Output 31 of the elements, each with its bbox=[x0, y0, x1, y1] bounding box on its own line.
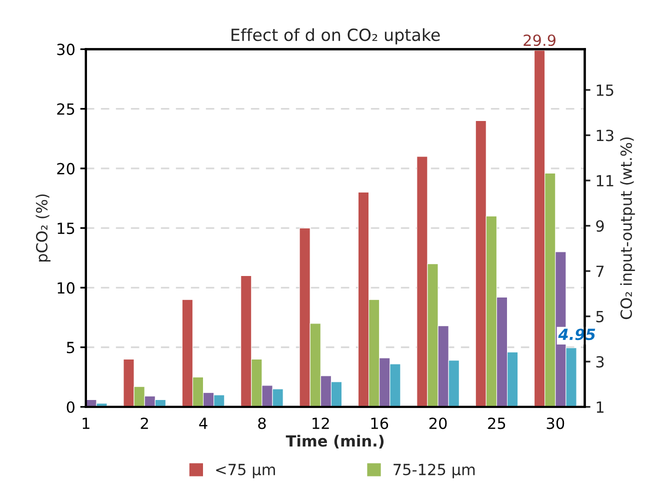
x-tick-label: 8 bbox=[258, 418, 266, 430]
y2-tick-label: 15 bbox=[596, 84, 614, 96]
y-tick-label: 0 bbox=[66, 401, 74, 413]
y2-tick-label: 1 bbox=[596, 402, 604, 413]
x-tick-label: 16 bbox=[371, 418, 388, 430]
x-tick-label: 20 bbox=[429, 418, 447, 430]
y2-axis-title: CO₂ input-output (wt.%) bbox=[620, 137, 635, 320]
x-tick-label: 30 bbox=[546, 418, 564, 430]
y-tick-label: 5 bbox=[66, 342, 74, 354]
x-tick-label: 25 bbox=[488, 418, 506, 430]
x-tick-label: 2 bbox=[140, 418, 148, 429]
chart-title: Effect of d on CO₂ uptake bbox=[232, 28, 440, 44]
y-axis-title: pCO₂ (%) bbox=[36, 194, 50, 262]
x-tick-label: 1 bbox=[82, 418, 90, 429]
x-tick-label: 12 bbox=[312, 418, 329, 429]
legend-label: <75 µm bbox=[216, 464, 275, 478]
y-tick-label: 25 bbox=[57, 103, 74, 115]
legend-label: 75-125 µm bbox=[394, 464, 475, 478]
y-tick-label: 15 bbox=[58, 222, 74, 234]
data-label: 29.9 bbox=[524, 34, 556, 46]
y2-tick-label: 3 bbox=[596, 356, 604, 368]
y-tick-label: 20 bbox=[57, 162, 74, 174]
y2-tick-label: 5 bbox=[596, 310, 604, 322]
x-tick-label: 4 bbox=[199, 418, 208, 429]
x-axis-title: Time (min.) bbox=[286, 434, 384, 448]
y2-tick-label: 7 bbox=[596, 266, 604, 277]
y-tick-label: 30 bbox=[57, 44, 74, 56]
y2-tick-label: 11 bbox=[596, 175, 614, 186]
y2-tick-label: 13 bbox=[596, 130, 614, 142]
y-tick-label: 10 bbox=[58, 282, 74, 294]
y2-tick-label: 9 bbox=[596, 220, 604, 232]
